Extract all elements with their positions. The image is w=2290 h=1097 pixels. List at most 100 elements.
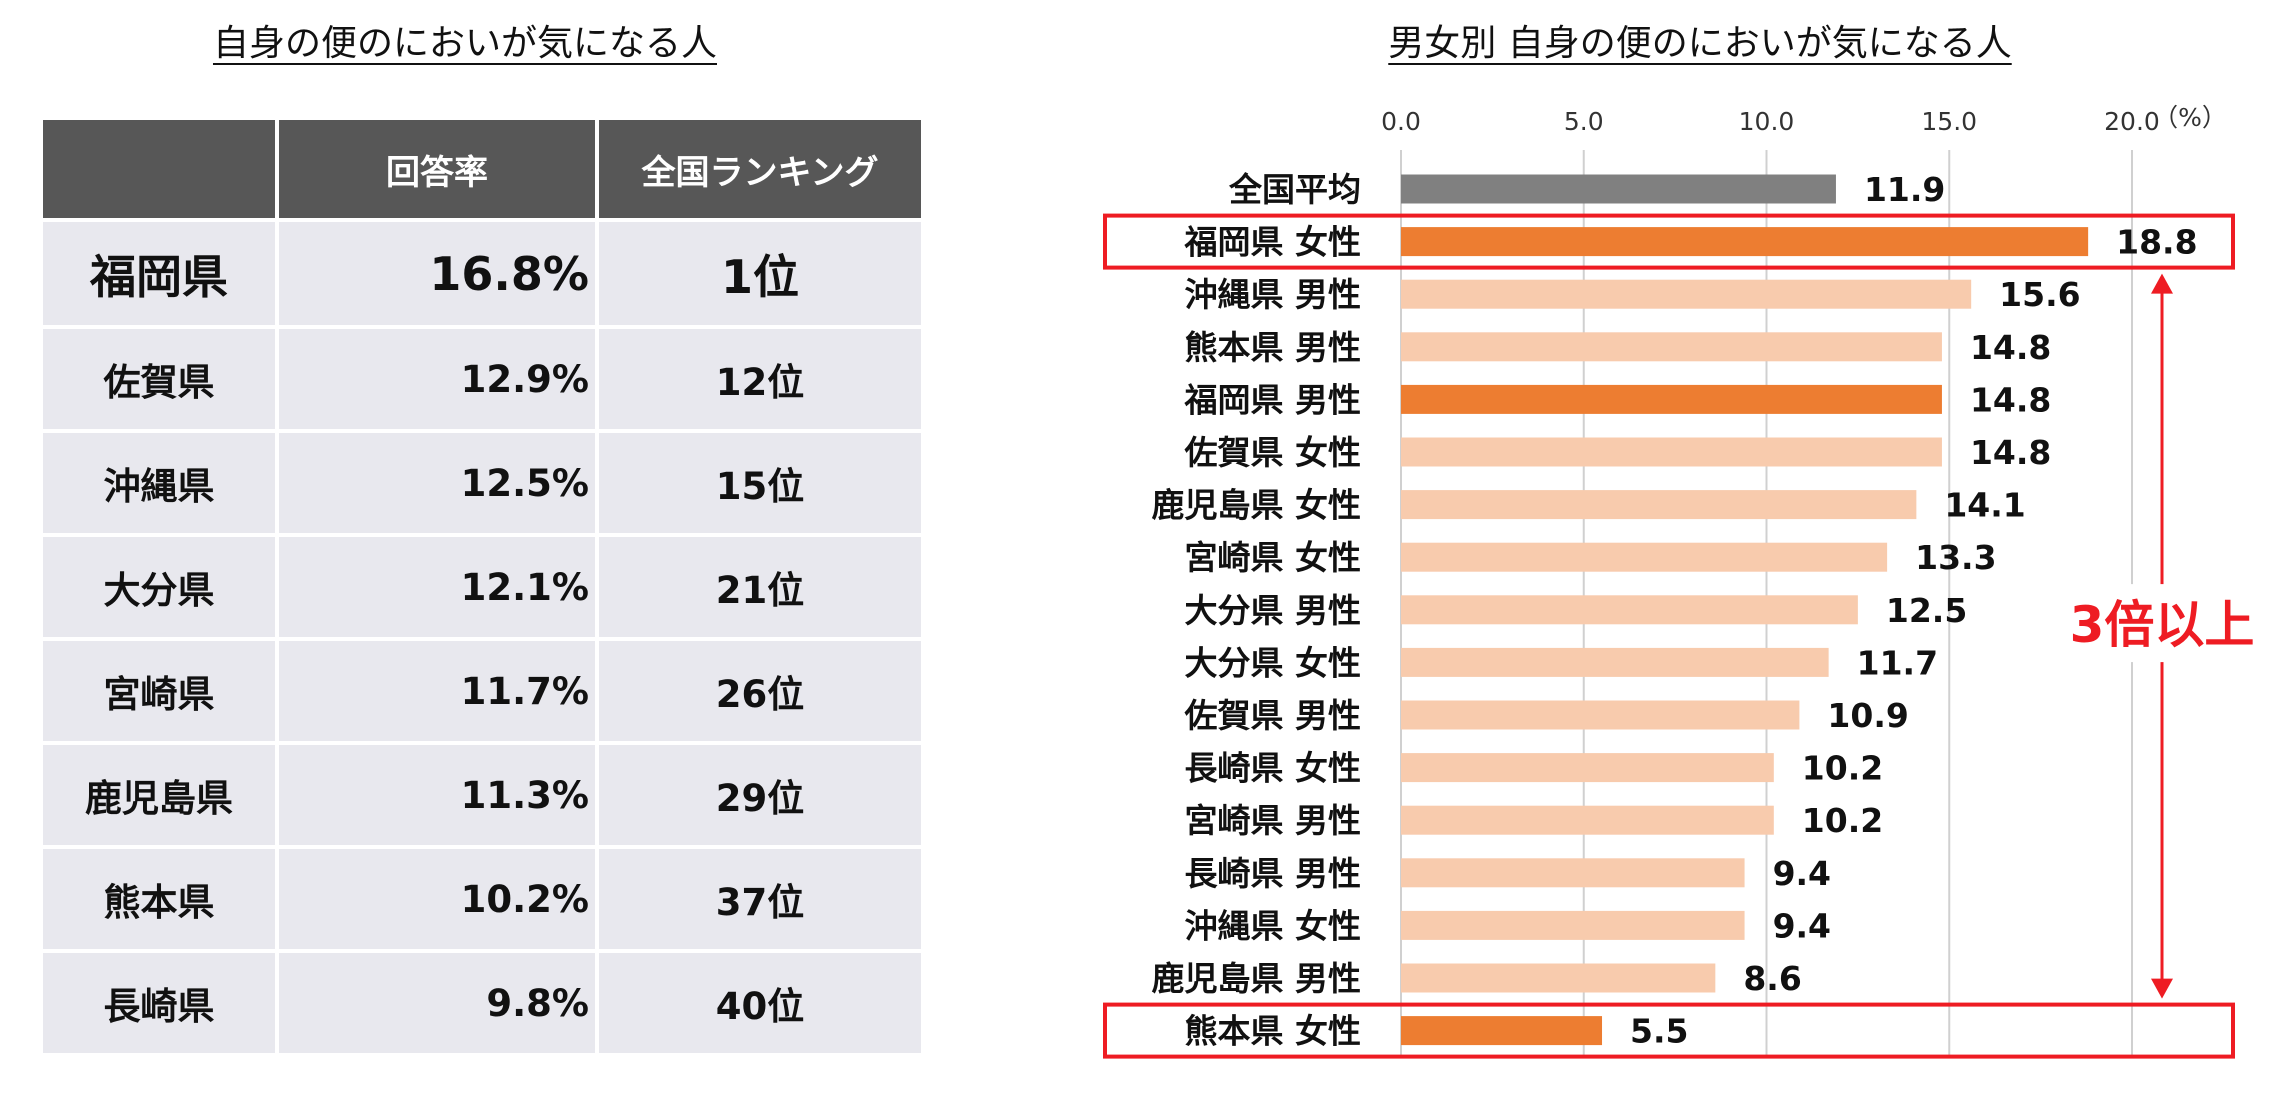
category-label: 鹿児島県 男性 <box>1152 959 1362 998</box>
cell-prefecture: 熊本県 <box>43 849 275 949</box>
annotation-background <box>2052 584 2272 663</box>
bar <box>1401 227 2089 257</box>
bar <box>1401 490 1917 520</box>
value-label: 10.2 <box>1802 749 1883 788</box>
cell-prefecture: 佐賀県 <box>43 329 275 429</box>
table-row: 沖縄県 12.5% 15位 <box>43 433 921 533</box>
table-row: 鹿児島県 11.3% 29位 <box>43 745 921 845</box>
cell-rate: 9.8% <box>279 953 595 1053</box>
cell-rank: 21位 <box>599 537 921 637</box>
bar <box>1401 542 1888 572</box>
value-label: 8.6 <box>1743 959 1801 998</box>
cell-rate: 12.1% <box>279 537 595 637</box>
cell-prefecture: 沖縄県 <box>43 433 275 533</box>
bar <box>1401 1016 1603 1046</box>
value-label: 10.9 <box>1827 696 1908 735</box>
value-label: 18.8 <box>2116 223 2197 262</box>
category-label: 宮崎県 男性 <box>1185 801 1362 840</box>
value-label: 14.8 <box>1970 380 2051 419</box>
table-header-row: 回答率 全国ランキング <box>43 120 921 218</box>
table-row: 佐賀県 12.9% 12位 <box>43 329 921 429</box>
category-label: 福岡県 男性 <box>1184 380 1362 419</box>
unit-label: （%） <box>2153 103 2227 132</box>
cell-rank: 37位 <box>599 849 921 949</box>
value-label: 13.3 <box>1915 538 1996 577</box>
value-label: 15.6 <box>1999 275 2080 314</box>
bar <box>1401 910 1745 940</box>
table-row: 熊本県 10.2% 37位 <box>43 849 921 949</box>
chart-title: 男女別 自身の便のにおいが気になる人 <box>1388 23 2012 64</box>
cell-rate: 16.8% <box>279 222 595 325</box>
bar <box>1401 384 1942 414</box>
x-tick-label: 10.0 <box>1739 107 1795 136</box>
cell-rate: 12.5% <box>279 433 595 533</box>
category-label: 全国平均 <box>1228 170 1361 209</box>
bar <box>1401 437 1942 467</box>
cell-rank: 29位 <box>599 745 921 845</box>
cell-prefecture: 福岡県 <box>43 222 275 325</box>
bar <box>1401 963 1716 993</box>
value-label: 12.5 <box>1886 591 1967 630</box>
category-label: 福岡県 女性 <box>1184 223 1362 262</box>
category-label: 沖縄県 男性 <box>1185 275 1362 314</box>
header-prefecture <box>43 120 275 218</box>
category-label: 沖縄県 女性 <box>1185 906 1362 945</box>
category-label: 長崎県 男性 <box>1185 854 1362 893</box>
value-label: 14.8 <box>1970 328 2051 367</box>
header-response-rate: 回答率 <box>279 120 595 218</box>
x-tick-label: 20.0 <box>2104 107 2160 136</box>
bar <box>1401 279 1972 309</box>
category-label: 大分県 女性 <box>1185 643 1362 682</box>
table-row: 福岡県 16.8% 1位 <box>43 222 921 325</box>
value-label: 9.4 <box>1773 906 1831 945</box>
cell-rate: 11.3% <box>279 745 595 845</box>
cell-rank: 40位 <box>599 953 921 1053</box>
bar <box>1401 174 1836 204</box>
cell-rank: 26位 <box>599 641 921 741</box>
bar <box>1401 595 1858 625</box>
value-label: 11.7 <box>1857 643 1938 682</box>
bar <box>1401 647 1829 677</box>
bar <box>1401 805 1774 835</box>
value-label: 11.9 <box>1864 170 1945 209</box>
bar-chart: 0.0 5.0 10.0 15.0 20.0（%） 全国平均 11.9 福岡県 女性 18.8 沖… <box>1103 103 2272 1059</box>
table-row: 宮崎県 11.7% 26位 <box>43 641 921 741</box>
category-label: 熊本県 女性 <box>1185 1012 1362 1051</box>
cell-rank: 1位 <box>599 222 921 325</box>
table-title: 自身の便のにおいが気になる人 <box>212 23 717 64</box>
category-label: 佐賀県 男性 <box>1184 696 1362 735</box>
value-label: 10.2 <box>1802 801 1883 840</box>
cell-rate: 12.9% <box>279 329 595 429</box>
cell-prefecture: 長崎県 <box>43 953 275 1053</box>
annotation-label: 3倍以上 <box>2070 596 2255 654</box>
cell-rate: 10.2% <box>279 849 595 949</box>
cell-prefecture: 鹿児島県 <box>43 745 275 845</box>
category-label: 長崎県 女性 <box>1185 749 1362 788</box>
bar <box>1401 700 1800 730</box>
value-label: 14.1 <box>1944 486 2025 525</box>
cell-rank: 12位 <box>599 329 921 429</box>
ranking-table: 回答率 全国ランキング 福岡県 16.8% 1位 佐賀県 12.9% 12位 沖… <box>39 116 925 1057</box>
x-tick-label: 15.0 <box>1921 107 1977 136</box>
table-row: 長崎県 9.8% 40位 <box>43 953 921 1053</box>
category-label: 鹿児島県 女性 <box>1152 486 1362 525</box>
category-label: 佐賀県 女性 <box>1184 433 1362 472</box>
cell-rank: 15位 <box>599 433 921 533</box>
bar <box>1401 753 1774 783</box>
header-national-ranking: 全国ランキング <box>599 120 921 218</box>
category-label: 宮崎県 女性 <box>1185 538 1362 577</box>
cell-prefecture: 宮崎県 <box>43 641 275 741</box>
category-label: 熊本県 男性 <box>1185 328 1362 367</box>
cell-prefecture: 大分県 <box>43 537 275 637</box>
category-label: 大分県 男性 <box>1185 591 1362 630</box>
table-row: 大分県 12.1% 21位 <box>43 537 921 637</box>
highlight-box <box>1103 213 2235 270</box>
bar <box>1401 332 1942 362</box>
value-label: 5.5 <box>1630 1012 1688 1051</box>
value-label: 14.8 <box>1970 433 2051 472</box>
highlight-box <box>1103 1002 2235 1059</box>
arrow-head-up <box>2151 273 2173 294</box>
x-tick-label: 5.0 <box>1564 107 1604 136</box>
cell-rate: 11.7% <box>279 641 595 741</box>
arrow-head-down <box>2151 978 2173 999</box>
